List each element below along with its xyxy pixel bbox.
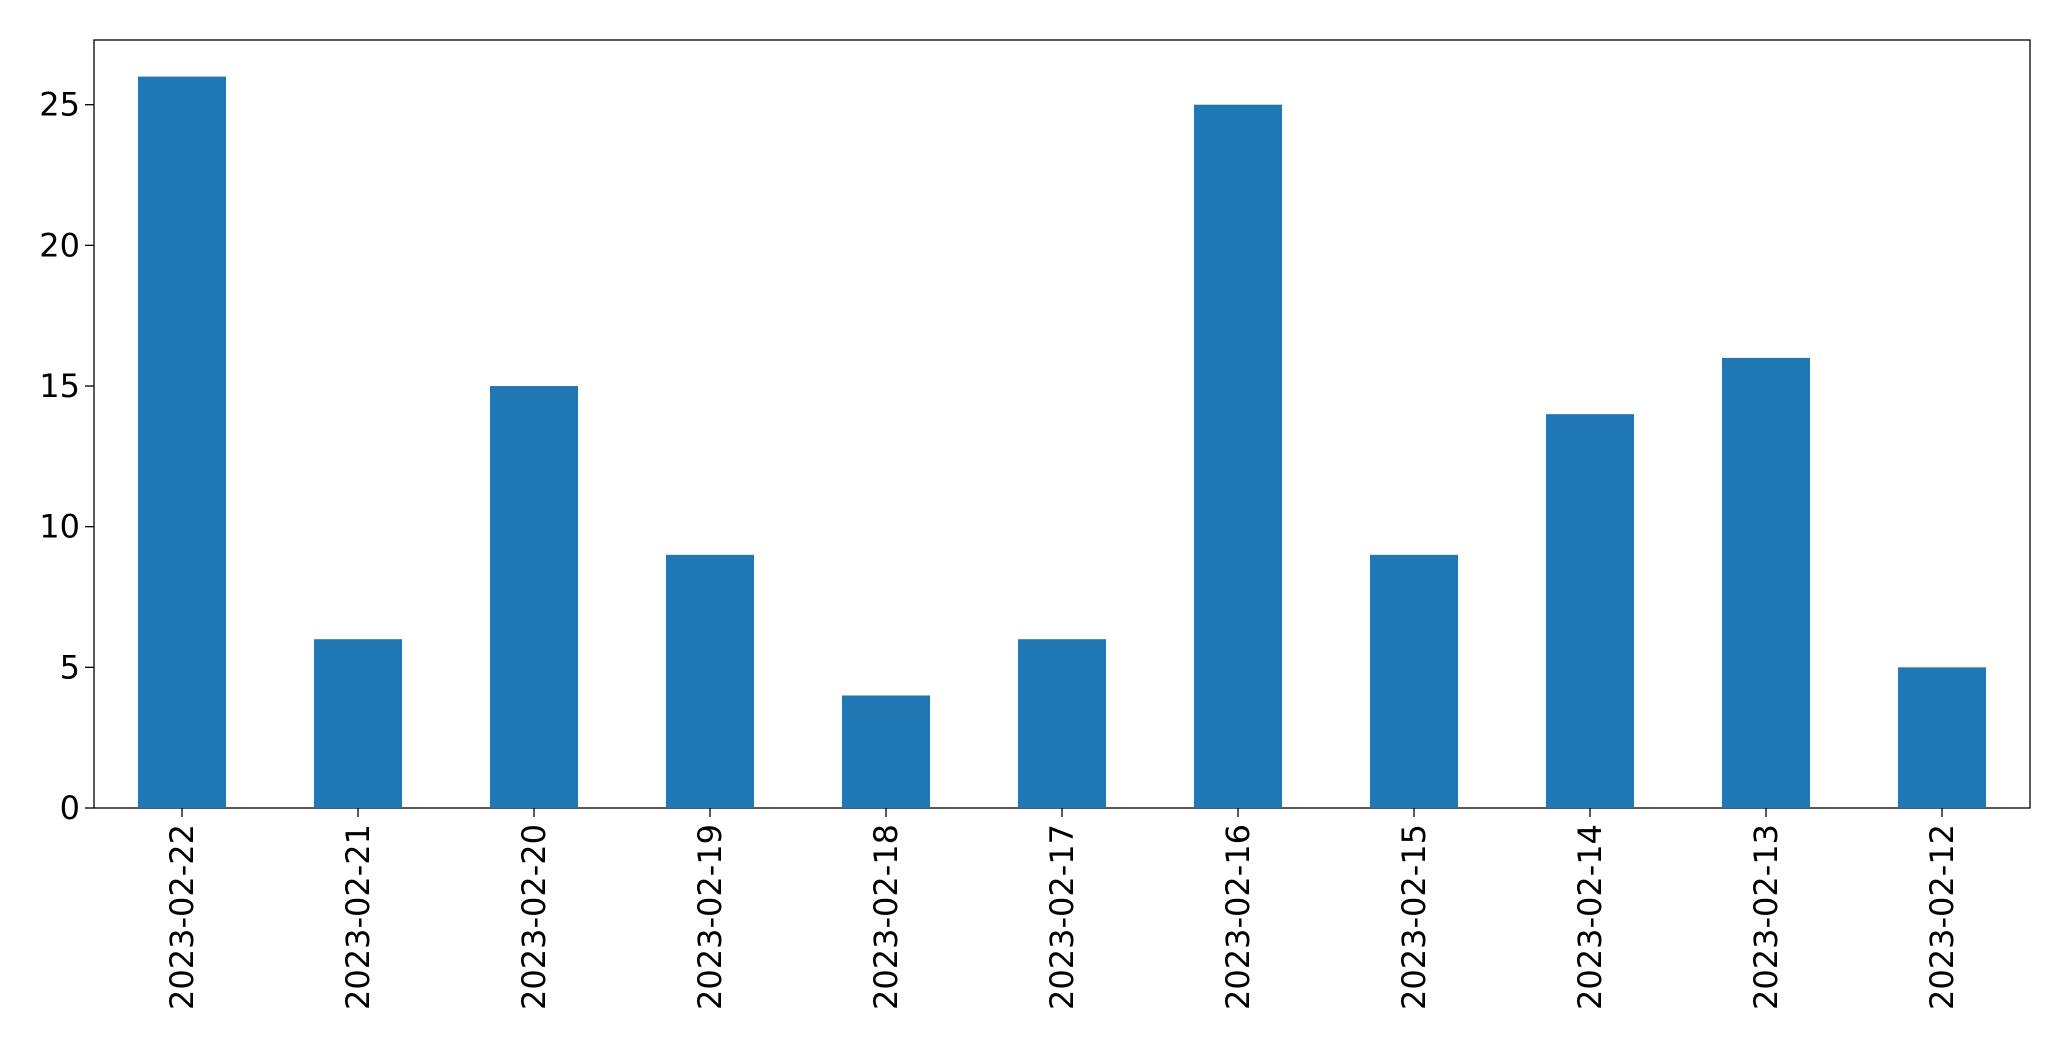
- bar: [1194, 104, 1282, 808]
- bar: [1722, 357, 1810, 808]
- y-tick-label: 0: [60, 789, 80, 827]
- x-tick-label: 2023-02-14: [1571, 824, 1609, 1010]
- bar: [666, 554, 754, 808]
- bar: [1370, 554, 1458, 808]
- bar: [314, 639, 402, 808]
- bar: [1898, 667, 1986, 808]
- y-tick-label: 5: [60, 648, 80, 686]
- y-tick-label: 25: [39, 86, 80, 124]
- x-tick-label: 2023-02-17: [1043, 824, 1081, 1010]
- bar: [842, 695, 930, 808]
- x-tick-label: 2023-02-20: [515, 824, 553, 1010]
- x-tick-label: 2023-02-18: [867, 824, 905, 1010]
- bar: [1546, 414, 1634, 808]
- x-tick-label: 2023-02-16: [1219, 824, 1257, 1010]
- x-tick-label: 2023-02-12: [1923, 824, 1961, 1010]
- y-tick-label: 10: [39, 508, 80, 546]
- x-tick-label: 2023-02-22: [163, 824, 201, 1010]
- x-tick-label: 2023-02-13: [1747, 824, 1785, 1010]
- x-tick-label: 2023-02-21: [339, 824, 377, 1010]
- y-tick-label: 15: [39, 367, 80, 405]
- x-tick-label: 2023-02-15: [1395, 824, 1433, 1010]
- bar: [138, 76, 226, 809]
- bar: [1018, 639, 1106, 808]
- bar: [490, 386, 578, 808]
- y-tick-label: 20: [39, 226, 80, 264]
- x-tick-label: 2023-02-19: [691, 824, 729, 1010]
